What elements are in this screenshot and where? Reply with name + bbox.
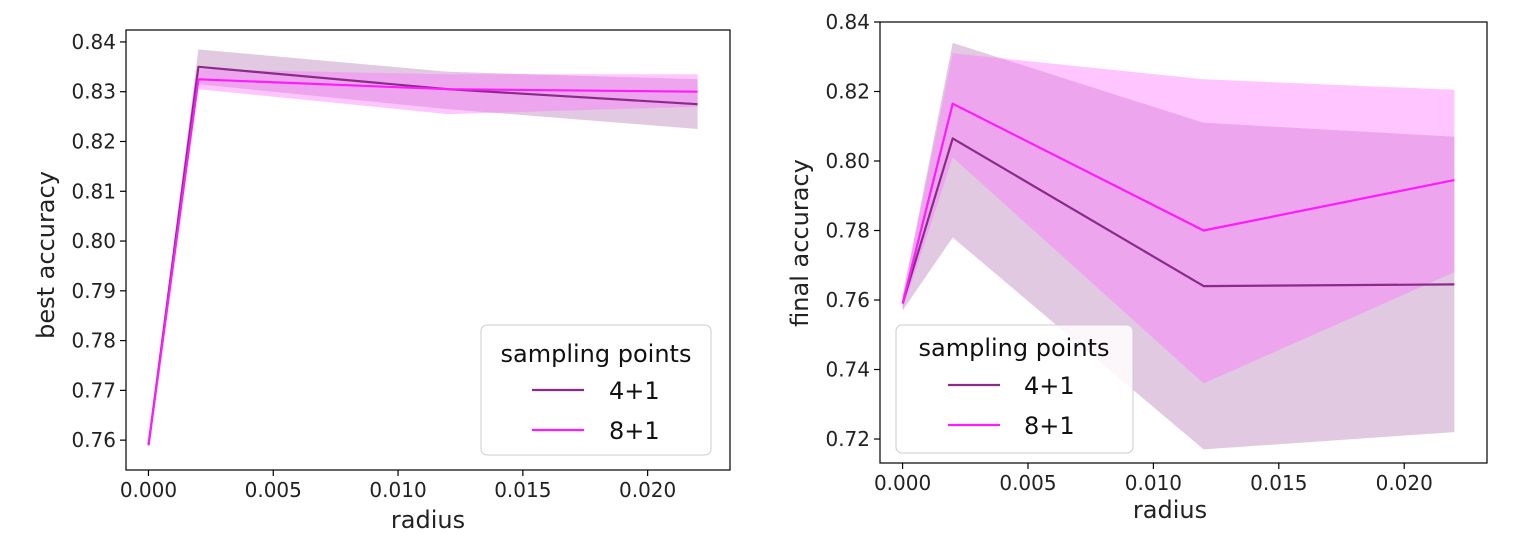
y-axis-label: best accuracy — [32, 171, 60, 339]
legend-box — [895, 324, 1134, 454]
legend-label-4plus1: 4+1 — [609, 377, 660, 405]
x-tick-label: 0.010 — [1125, 471, 1182, 495]
x-ticks: 0.000 0.005 0.010 0.015 0.020 — [874, 463, 1433, 495]
y-ticks: 0.72 0.74 0.76 0.78 0.80 0.82 0.84 — [825, 10, 880, 451]
plot-frame — [125, 29, 731, 471]
y-tick-label: 0.82 — [825, 80, 870, 104]
x-tick-label: 0.020 — [619, 478, 676, 502]
band-4plus1 — [902, 42, 1455, 450]
x-tick-label: 0.005 — [245, 478, 302, 502]
band-8plus1 — [148, 69, 698, 449]
y-tick-label: 0.84 — [71, 30, 116, 54]
legend: sampling points 4+1 8+1 — [480, 324, 712, 456]
x-tick-label: 0.010 — [369, 478, 426, 502]
y-tick-label: 0.76 — [71, 428, 116, 452]
x-axis-label: radius — [1133, 496, 1207, 524]
right-panel-final-accuracy: 0.000 0.005 0.010 0.015 0.020 0.720.740.760.… — [786, 10, 1488, 524]
legend-label-4plus1: 4+1 — [1024, 372, 1075, 400]
legend-box — [480, 324, 712, 456]
y-tick-label: 0.78 — [825, 219, 870, 243]
plot-frame — [879, 21, 1488, 464]
line-8plus1 — [901, 102, 1455, 304]
x-tick-label: 0.020 — [1376, 471, 1433, 495]
x-tick-label: 0.005 — [999, 471, 1056, 495]
legend-title: sampling points — [501, 340, 692, 368]
y-tick-label: 0.80 — [71, 229, 116, 253]
y-tick-label: 0.79 — [71, 279, 116, 303]
y-axis-label: final accuracy — [786, 159, 814, 327]
y-tick-label: 0.76 — [825, 288, 870, 312]
series-lines — [901, 102, 1455, 304]
x-axis-label: radius — [391, 506, 465, 534]
y-tick-label: 0.78 — [71, 329, 116, 353]
y-ticks: 0.76 0.77 0.78 0.79 0.80 0.81 0.82 0.83 0.84 — [71, 30, 126, 452]
x-tick-label: 0.015 — [494, 478, 551, 502]
confidence-bands — [148, 49, 698, 449]
line-8plus1 — [147, 78, 698, 446]
legend-label-8plus1: 8+1 — [609, 417, 660, 445]
y-tick-label: 0.83 — [71, 80, 116, 104]
left-panel-best-accuracy: 0.000 0.005 0.010 0.015 0.020 0.760.770.780.… — [32, 29, 731, 534]
x-ticks: 0.000 0.005 0.010 0.015 0.020 — [120, 470, 676, 502]
y-tick-label: 0.84 — [825, 10, 870, 34]
y-tick-label: 0.77 — [71, 378, 116, 402]
x-tick-label: 0.000 — [120, 478, 177, 502]
legend-label-8plus1: 8+1 — [1024, 412, 1075, 440]
band-4plus1 — [148, 49, 698, 449]
legend: sampling points 4+1 8+1 — [895, 324, 1134, 454]
y-tick-label: 0.82 — [71, 129, 116, 153]
x-tick-label: 0.015 — [1250, 471, 1307, 495]
x-tick-label: 0.000 — [874, 471, 931, 495]
legend-title: sampling points — [919, 334, 1110, 362]
line-4plus1 — [901, 137, 1455, 304]
series-lines — [147, 65, 698, 446]
y-tick-label: 0.80 — [825, 149, 870, 173]
y-tick-label: 0.74 — [825, 358, 870, 382]
y-tick-label: 0.72 — [825, 427, 870, 451]
y-tick-label: 0.81 — [71, 179, 116, 203]
